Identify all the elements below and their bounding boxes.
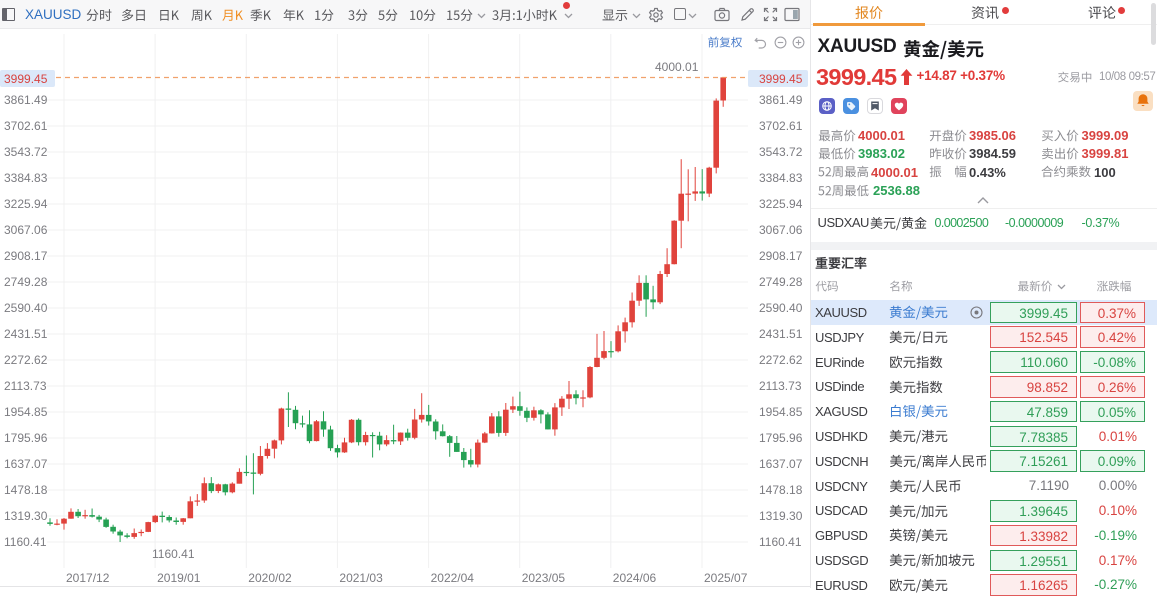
- svg-text:2020/02: 2020/02: [248, 571, 292, 585]
- svg-text:1319.30: 1319.30: [759, 509, 803, 523]
- svg-text:1319.30: 1319.30: [4, 509, 48, 523]
- svg-text:2908.17: 2908.17: [759, 249, 803, 263]
- svg-text:1160.41: 1160.41: [759, 535, 802, 549]
- svg-text:2272.62: 2272.62: [759, 353, 803, 367]
- svg-text:3543.72: 3543.72: [4, 145, 48, 159]
- svg-text:2025/07: 2025/07: [704, 571, 748, 585]
- svg-text:2023/05: 2023/05: [522, 571, 566, 585]
- svg-text:2590.40: 2590.40: [4, 301, 48, 315]
- svg-text:2749.28: 2749.28: [4, 275, 48, 289]
- svg-text:3067.06: 3067.06: [4, 223, 48, 237]
- svg-text:2749.28: 2749.28: [759, 275, 803, 289]
- svg-text:4000.01: 4000.01: [655, 60, 699, 74]
- svg-text:2021/03: 2021/03: [339, 571, 383, 585]
- svg-text:3861.49: 3861.49: [4, 93, 48, 107]
- svg-text:3999.45: 3999.45: [4, 72, 48, 86]
- svg-text:3384.83: 3384.83: [4, 171, 48, 185]
- svg-text:1160.41: 1160.41: [4, 535, 47, 549]
- svg-text:3384.83: 3384.83: [759, 171, 803, 185]
- svg-text:1954.85: 1954.85: [4, 405, 48, 419]
- svg-text:1637.07: 1637.07: [4, 457, 48, 471]
- svg-text:3225.94: 3225.94: [4, 197, 48, 211]
- svg-text:2431.51: 2431.51: [4, 327, 48, 341]
- svg-text:2113.73: 2113.73: [4, 379, 47, 393]
- svg-text:1478.18: 1478.18: [759, 483, 803, 497]
- svg-text:3543.72: 3543.72: [759, 145, 803, 159]
- svg-text:1160.41: 1160.41: [152, 547, 195, 561]
- svg-text:1954.85: 1954.85: [759, 405, 803, 419]
- svg-text:1795.96: 1795.96: [759, 431, 803, 445]
- svg-text:3861.49: 3861.49: [759, 93, 803, 107]
- svg-text:2017/12: 2017/12: [66, 571, 110, 585]
- svg-text:2113.73: 2113.73: [759, 379, 802, 393]
- svg-text:2908.17: 2908.17: [4, 249, 48, 263]
- svg-text:2019/01: 2019/01: [157, 571, 201, 585]
- svg-text:3067.06: 3067.06: [759, 223, 803, 237]
- svg-text:2590.40: 2590.40: [759, 301, 803, 315]
- svg-text:3225.94: 3225.94: [759, 197, 803, 211]
- svg-text:3999.45: 3999.45: [759, 72, 803, 86]
- svg-text:2022/04: 2022/04: [431, 571, 475, 585]
- svg-text:3702.61: 3702.61: [4, 119, 48, 133]
- svg-text:2272.62: 2272.62: [4, 353, 48, 367]
- svg-text:3702.61: 3702.61: [759, 119, 803, 133]
- svg-text:1795.96: 1795.96: [4, 431, 48, 445]
- svg-text:1637.07: 1637.07: [759, 457, 803, 471]
- svg-text:2024/06: 2024/06: [613, 571, 657, 585]
- svg-text:2431.51: 2431.51: [759, 327, 803, 341]
- svg-text:1478.18: 1478.18: [4, 483, 48, 497]
